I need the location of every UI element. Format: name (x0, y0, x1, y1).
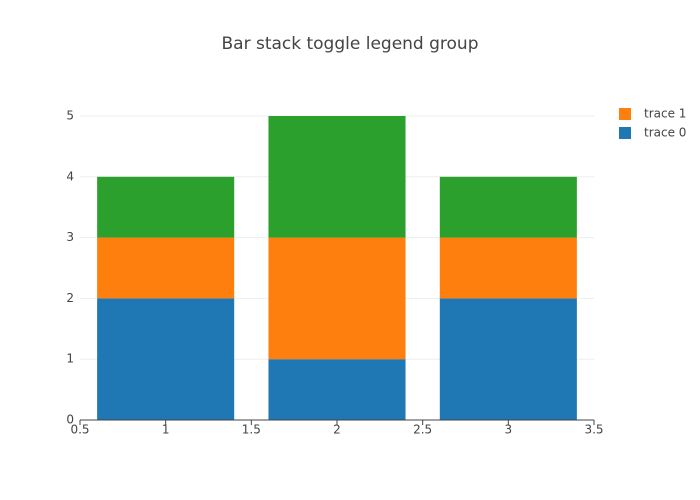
y-tick-label: 5 (66, 109, 74, 123)
bar (439, 176, 577, 238)
bar (97, 298, 235, 420)
bar (439, 298, 577, 420)
x-tick-label: 1.5 (242, 423, 261, 437)
bar (97, 176, 235, 238)
bar (439, 237, 577, 299)
bar (97, 237, 235, 299)
y-tick-label: 1 (66, 352, 74, 366)
x-tick-label: 2 (333, 423, 341, 437)
legend-swatch[interactable] (619, 127, 631, 139)
y-tick-label: 2 (66, 291, 74, 305)
x-tick-label: 0.5 (70, 423, 89, 437)
y-tick-label: 3 (66, 230, 74, 244)
x-tick-label: 3.5 (584, 423, 603, 437)
y-tick-label: 0 (66, 413, 74, 427)
y-tick-label: 4 (66, 169, 74, 183)
bar (268, 237, 406, 360)
legend-label[interactable]: trace 0 (644, 126, 686, 140)
bar (268, 359, 406, 420)
x-tick-label: 3 (505, 423, 513, 437)
x-tick-label: 2.5 (413, 423, 432, 437)
chart-title: Bar stack toggle legend group (221, 34, 478, 54)
legend-swatch[interactable] (619, 108, 631, 120)
bar (268, 116, 406, 238)
legend-label[interactable]: trace 1 (644, 107, 686, 121)
x-tick-label: 1 (162, 423, 170, 437)
